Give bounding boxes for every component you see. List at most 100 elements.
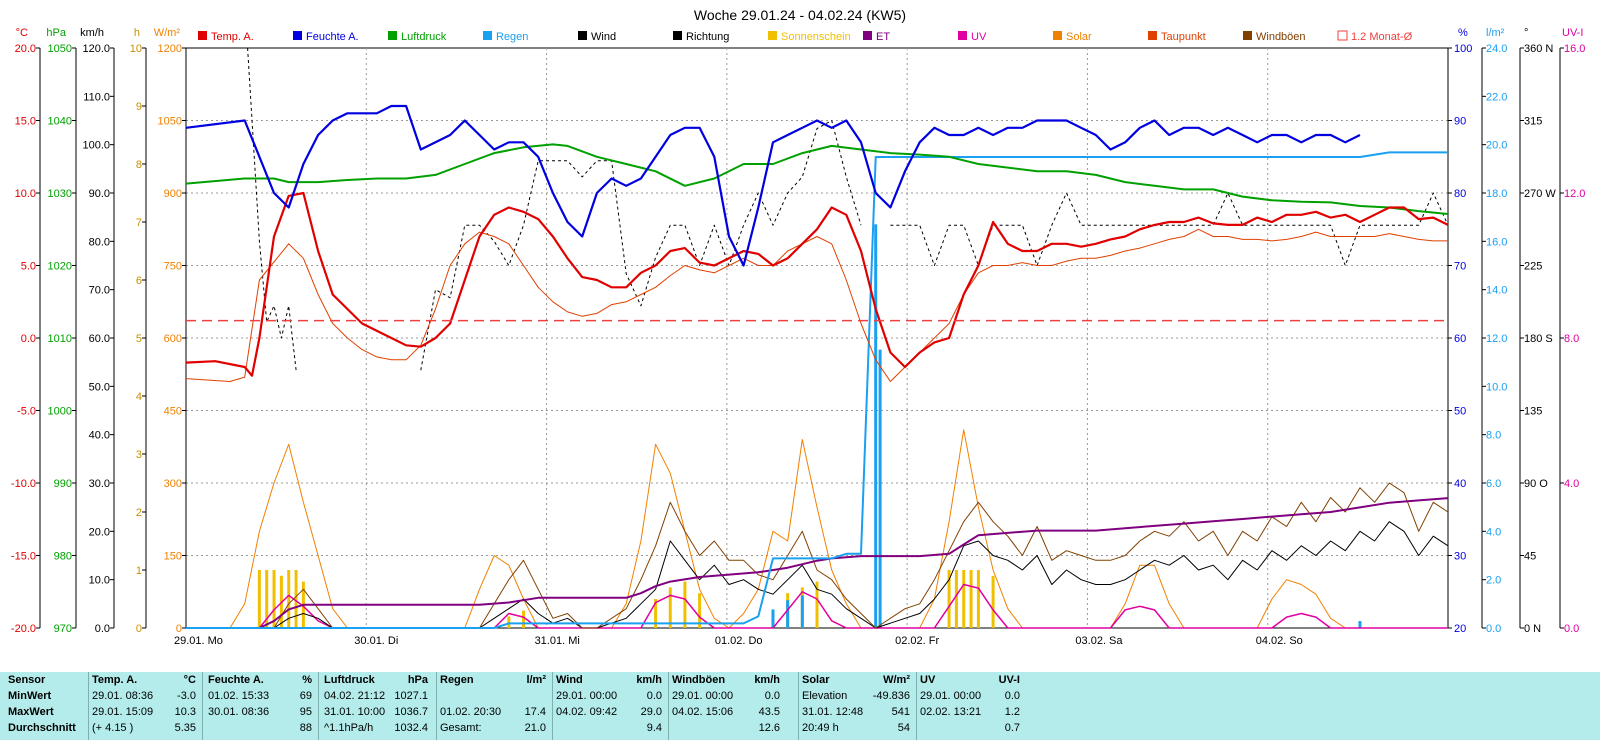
sunshine-bar — [991, 575, 995, 628]
sunshine-bar — [976, 570, 980, 628]
axes: 20.015.010.05.00.0-5.0-10.0-15.0-20.0105… — [11, 43, 1586, 635]
sun-unit: h — [134, 27, 140, 39]
temp-unit: °C — [16, 27, 28, 39]
stats-luftdruck-title: Luftdruck — [324, 674, 375, 686]
temp-tick-label: -10.0 — [11, 478, 36, 490]
stats-feuchte-max-time: 30.01. 08:36 — [208, 706, 270, 718]
sun-tick-label: 9 — [136, 101, 142, 113]
stats-solar: Solar W/m² Elevation -49.836 31.01. 12:4… — [802, 674, 914, 738]
series-wind — [186, 521, 1449, 629]
stats-feuchte-max: 95 — [299, 706, 312, 718]
stats-regen-max-time: 01.02. 20:30 — [440, 706, 502, 718]
sunshine-bar — [954, 570, 958, 628]
wind-tick-label: 120.0 — [82, 43, 110, 55]
solar-tick-label: 1050 — [158, 116, 182, 128]
stats-avg-header: Durchschnitt — [8, 722, 76, 734]
wind-unit: km/h — [80, 27, 104, 39]
sun-tick-label: 7 — [136, 217, 142, 229]
uv-tick-label: 8.0 — [1564, 333, 1579, 345]
stats-wind-title: Wind — [556, 674, 583, 686]
stats-solar-max: 541 — [891, 706, 910, 718]
axis-unit-labels: °C hPa km/h h W/m²% l/m² ° UV-I — [16, 27, 1584, 39]
stats-wind: Wind km/h 29.01. 00:00 0.0 04.02. 09:42 … — [556, 674, 666, 738]
stats-windboeen-min-time: 29.01. 00:00 — [672, 690, 734, 702]
temp-tick-label: 15.0 — [15, 116, 36, 128]
stats-windboeen-avg: 12.6 — [758, 722, 780, 734]
stats-feuchte-min-time: 01.02. 15:33 — [208, 690, 270, 702]
stats-solar-elevation-label: Elevation — [802, 690, 848, 702]
direction-unit: ° — [1524, 27, 1528, 39]
temp-tick-label: 5.0 — [21, 261, 36, 273]
humidity-tick-label: 80 — [1454, 188, 1466, 200]
pressure-tick-label: 1000 — [48, 406, 72, 418]
legend-swatch — [388, 31, 397, 40]
sun-tick-label: 5 — [136, 333, 142, 345]
legend-label: Richtung — [686, 31, 729, 43]
pressure-tick-label: 1050 — [48, 43, 72, 55]
stats-luftdruck-min-time: 04.02. 21:12 — [324, 690, 386, 702]
rain-bar — [1358, 621, 1362, 628]
rain-tick-label: 18.0 — [1486, 188, 1507, 200]
rain-unit: l/m² — [1486, 27, 1505, 39]
uv-tick-label: 12.0 — [1564, 188, 1585, 200]
temp-tick-label: 10.0 — [15, 188, 36, 200]
stats-feuchte-avg: 88 — [299, 722, 312, 734]
legend-swatch — [1053, 31, 1062, 40]
direction-tick-label: 360 N — [1524, 43, 1553, 55]
solar-tick-label: 450 — [164, 406, 182, 418]
rain-tick-label: 8.0 — [1486, 430, 1501, 442]
stats-min-header: MinWert — [8, 690, 52, 702]
stats-regen-total: 21.0 — [524, 722, 546, 734]
stats-temp-max: 10.3 — [174, 706, 196, 718]
pressure-tick-label: 980 — [54, 551, 72, 563]
rain-tick-label: 12.0 — [1486, 333, 1507, 345]
humidity-tick-label: 30 — [1454, 551, 1466, 563]
bars — [257, 224, 1362, 628]
direction-tick-label: 270 W — [1524, 188, 1556, 200]
wind-tick-label: 20.0 — [89, 526, 110, 538]
stats-temp-max-time: 29.01. 15:09 — [92, 706, 154, 718]
solar-tick-label: 300 — [164, 478, 182, 490]
pressure-tick-label: 970 — [54, 623, 72, 635]
stats-feuchte-unit: % — [302, 674, 312, 686]
legend-label: Wind — [591, 31, 616, 43]
temp-tick-label: -20.0 — [11, 623, 36, 635]
stats-uv-avg: 0.7 — [1004, 722, 1020, 734]
stats-solar-elevation: -49.836 — [872, 690, 910, 702]
legend-label: ET — [876, 31, 890, 43]
stats-uv-max: 1.2 — [1004, 706, 1020, 718]
pressure-tick-label: 1040 — [48, 116, 72, 128]
stats-max-header: MaxWert — [8, 706, 54, 718]
stats-wind-min-time: 29.01. 00:00 — [556, 690, 618, 702]
x-tick-label: 01.02. Do — [715, 635, 763, 647]
pressure-tick-label: 1010 — [48, 333, 72, 345]
sunshine-bar — [962, 570, 966, 628]
direction-tick-label: 0 N — [1524, 623, 1541, 635]
stats-regen-title: Regen — [440, 674, 474, 686]
stats-temp-min: -3.0 — [177, 690, 196, 702]
sunshine-bar — [654, 599, 658, 628]
wind-tick-label: 40.0 — [89, 430, 110, 442]
rain-tick-label: 24.0 — [1486, 43, 1507, 55]
legend-label: Sonnenschein — [781, 31, 851, 43]
legend-swatch — [863, 31, 872, 40]
series-taupunkt — [185, 228, 1448, 382]
pressure-unit: hPa — [46, 27, 66, 39]
temp-tick-label: -5.0 — [17, 406, 36, 418]
stats-sensor-header: Sensor — [8, 674, 46, 686]
sun-tick-label: 0 — [136, 623, 142, 635]
stats-labels: Sensor MinWert MaxWert Durchschnitt — [8, 674, 88, 738]
rain-tick-label: 0.0 — [1486, 623, 1501, 635]
sunshine-bar — [947, 570, 951, 628]
solar-tick-label: 600 — [164, 333, 182, 345]
stats-windboeen-max-time: 04.02. 15:06 — [672, 706, 734, 718]
sunshine-bar — [287, 570, 291, 628]
sunshine-bar — [522, 610, 526, 628]
solar-tick-label: 900 — [164, 188, 182, 200]
sun-tick-label: 2 — [136, 507, 142, 519]
direction-tick-label: 45 — [1524, 551, 1536, 563]
rain-tick-label: 2.0 — [1486, 575, 1501, 587]
weather-chart: Woche 29.01.24 - 04.02.24 (KW5) Temp. A.… — [11, 7, 1586, 647]
stats-temp-min-time: 29.01. 08:36 — [92, 690, 154, 702]
pressure-tick-label: 1020 — [48, 261, 72, 273]
